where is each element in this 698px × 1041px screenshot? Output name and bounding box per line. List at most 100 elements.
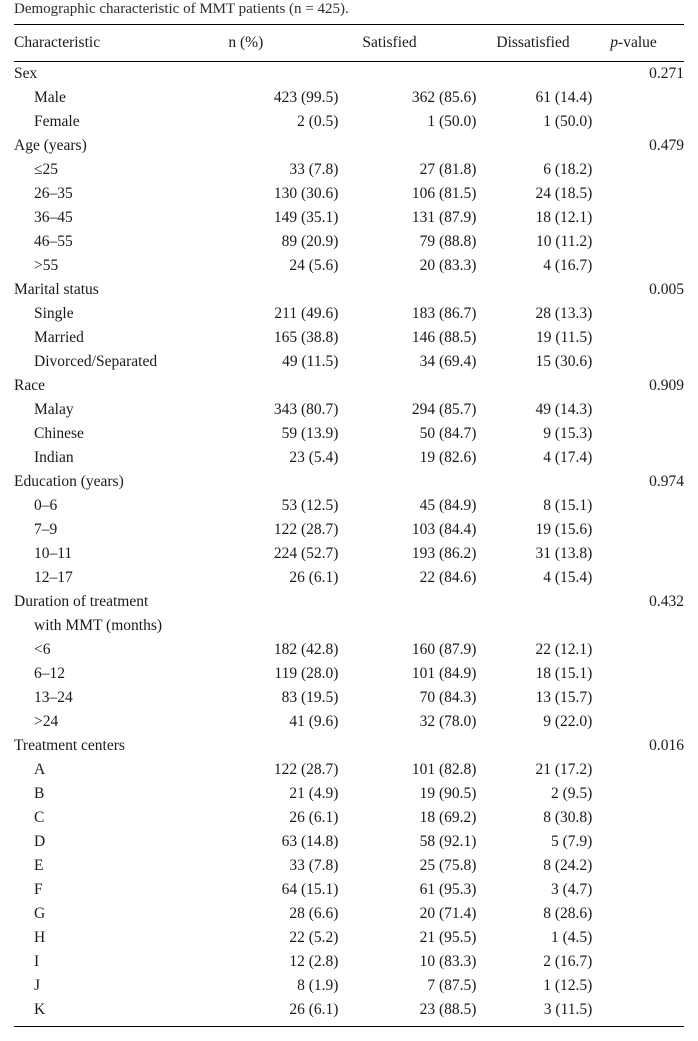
row-dis: 8 (28.6): [496, 902, 610, 926]
row-sat: 20 (83.3): [362, 254, 496, 278]
table-row: 26–35130 (30.6)106 (81.5)24 (18.5): [14, 182, 684, 206]
row-n: 2 (0.5): [228, 110, 362, 134]
row-sat: 183 (86.7): [362, 302, 496, 326]
table-row: K26 (6.1)23 (88.5)3 (11.5): [14, 998, 684, 1027]
row-sat: 146 (88.5): [362, 326, 496, 350]
row-sat: 34 (69.4): [362, 350, 496, 374]
table-row: H22 (5.2)21 (95.5)1 (4.5): [14, 926, 684, 950]
row-n: 8 (1.9): [228, 974, 362, 998]
row-dis: 8 (24.2): [496, 854, 610, 878]
row-label: 13–24: [14, 686, 228, 710]
row-dis: 2 (9.5): [496, 782, 610, 806]
row-n: 119 (28.0): [228, 662, 362, 686]
row-sat: 101 (84.9): [362, 662, 496, 686]
row-n: 59 (13.9): [228, 422, 362, 446]
table-row: Male423 (99.5)362 (85.6)61 (14.4): [14, 86, 684, 110]
table-row: <6182 (42.8)160 (87.9)22 (12.1): [14, 638, 684, 662]
row-label: K: [14, 998, 228, 1027]
row-label: B: [14, 782, 228, 806]
row-n: 22 (5.2): [228, 926, 362, 950]
row-n: 211 (49.6): [228, 302, 362, 326]
row-n: 26 (6.1): [228, 806, 362, 830]
row-n: 423 (99.5): [228, 86, 362, 110]
col-header-n: n (%): [228, 24, 362, 61]
table-row: 7–9122 (28.7)103 (84.4)19 (15.6): [14, 518, 684, 542]
row-label: H: [14, 926, 228, 950]
row-label: ≤25: [14, 158, 228, 182]
row-sat: 61 (95.3): [362, 878, 496, 902]
row-n: 149 (35.1): [228, 206, 362, 230]
table-row: C26 (6.1)18 (69.2)8 (30.8): [14, 806, 684, 830]
row-label: Malay: [14, 398, 228, 422]
section-pvalue: 0.974: [610, 470, 684, 494]
row-label: 36–45: [14, 206, 228, 230]
row-sat: 7 (87.5): [362, 974, 496, 998]
row-label: 6–12: [14, 662, 228, 686]
section-label: Treatment centers: [14, 734, 228, 758]
section-header-row-line2: with MMT (months): [14, 614, 684, 638]
section-label-line2: with MMT (months): [14, 614, 228, 638]
row-dis: 49 (14.3): [496, 398, 610, 422]
row-label: D: [14, 830, 228, 854]
row-sat: 23 (88.5): [362, 998, 496, 1027]
table-row: 46–5589 (20.9)79 (88.8)10 (11.2): [14, 230, 684, 254]
row-sat: 362 (85.6): [362, 86, 496, 110]
row-label: Indian: [14, 446, 228, 470]
row-sat: 21 (95.5): [362, 926, 496, 950]
section-pvalue: 0.016: [610, 734, 684, 758]
section-label: Duration of treatment: [14, 590, 228, 614]
row-label: <6: [14, 638, 228, 662]
row-label: Single: [14, 302, 228, 326]
row-n: 33 (7.8): [228, 854, 362, 878]
table-row: Single211 (49.6)183 (86.7)28 (13.3): [14, 302, 684, 326]
table-row: Married165 (38.8)146 (88.5)19 (11.5): [14, 326, 684, 350]
row-dis: 9 (22.0): [496, 710, 610, 734]
row-dis: 31 (13.8): [496, 542, 610, 566]
row-dis: 19 (11.5): [496, 326, 610, 350]
row-sat: 20 (71.4): [362, 902, 496, 926]
row-label: C: [14, 806, 228, 830]
section-header-row: Duration of treatment0.432: [14, 590, 684, 614]
section-header-row: Marital status0.005: [14, 278, 684, 302]
row-dis: 1 (12.5): [496, 974, 610, 998]
table-row: E33 (7.8)25 (75.8)8 (24.2): [14, 854, 684, 878]
section-pvalue: 0.909: [610, 374, 684, 398]
row-dis: 10 (11.2): [496, 230, 610, 254]
row-label: 46–55: [14, 230, 228, 254]
row-sat: 50 (84.7): [362, 422, 496, 446]
row-label: G: [14, 902, 228, 926]
row-dis: 18 (12.1): [496, 206, 610, 230]
table-row: >5524 (5.6)20 (83.3)4 (16.7): [14, 254, 684, 278]
row-sat: 10 (83.3): [362, 950, 496, 974]
row-label: I: [14, 950, 228, 974]
row-dis: 1 (4.5): [496, 926, 610, 950]
table-row: ≤2533 (7.8)27 (81.8)6 (18.2): [14, 158, 684, 182]
row-dis: 22 (12.1): [496, 638, 610, 662]
section-header-row: Education (years)0.974: [14, 470, 684, 494]
row-sat: 160 (87.9): [362, 638, 496, 662]
table-row: J8 (1.9)7 (87.5)1 (12.5): [14, 974, 684, 998]
row-sat: 45 (84.9): [362, 494, 496, 518]
table-row: 6–12119 (28.0)101 (84.9)18 (15.1): [14, 662, 684, 686]
table-body: Sex0.271Male423 (99.5)362 (85.6)61 (14.4…: [14, 61, 684, 1027]
table-row: G28 (6.6)20 (71.4)8 (28.6): [14, 902, 684, 926]
table-row: 10–11224 (52.7)193 (86.2)31 (13.8): [14, 542, 684, 566]
row-label: Divorced/Separated: [14, 350, 228, 374]
row-sat: 58 (92.1): [362, 830, 496, 854]
table-row: 36–45149 (35.1)131 (87.9)18 (12.1): [14, 206, 684, 230]
row-dis: 4 (17.4): [496, 446, 610, 470]
table-row: A122 (28.7)101 (82.8)21 (17.2): [14, 758, 684, 782]
row-label: 10–11: [14, 542, 228, 566]
table-caption: Demographic characteristic of MMT patien…: [14, 0, 684, 20]
row-n: 64 (15.1): [228, 878, 362, 902]
row-label: Male: [14, 86, 228, 110]
row-n: 26 (6.1): [228, 998, 362, 1027]
table-row: Malay343 (80.7)294 (85.7)49 (14.3): [14, 398, 684, 422]
table-row: 0–653 (12.5)45 (84.9)8 (15.1): [14, 494, 684, 518]
row-dis: 2 (16.7): [496, 950, 610, 974]
table-row: Indian23 (5.4)19 (82.6)4 (17.4): [14, 446, 684, 470]
row-n: 23 (5.4): [228, 446, 362, 470]
row-dis: 9 (15.3): [496, 422, 610, 446]
row-label: Married: [14, 326, 228, 350]
row-n: 83 (19.5): [228, 686, 362, 710]
